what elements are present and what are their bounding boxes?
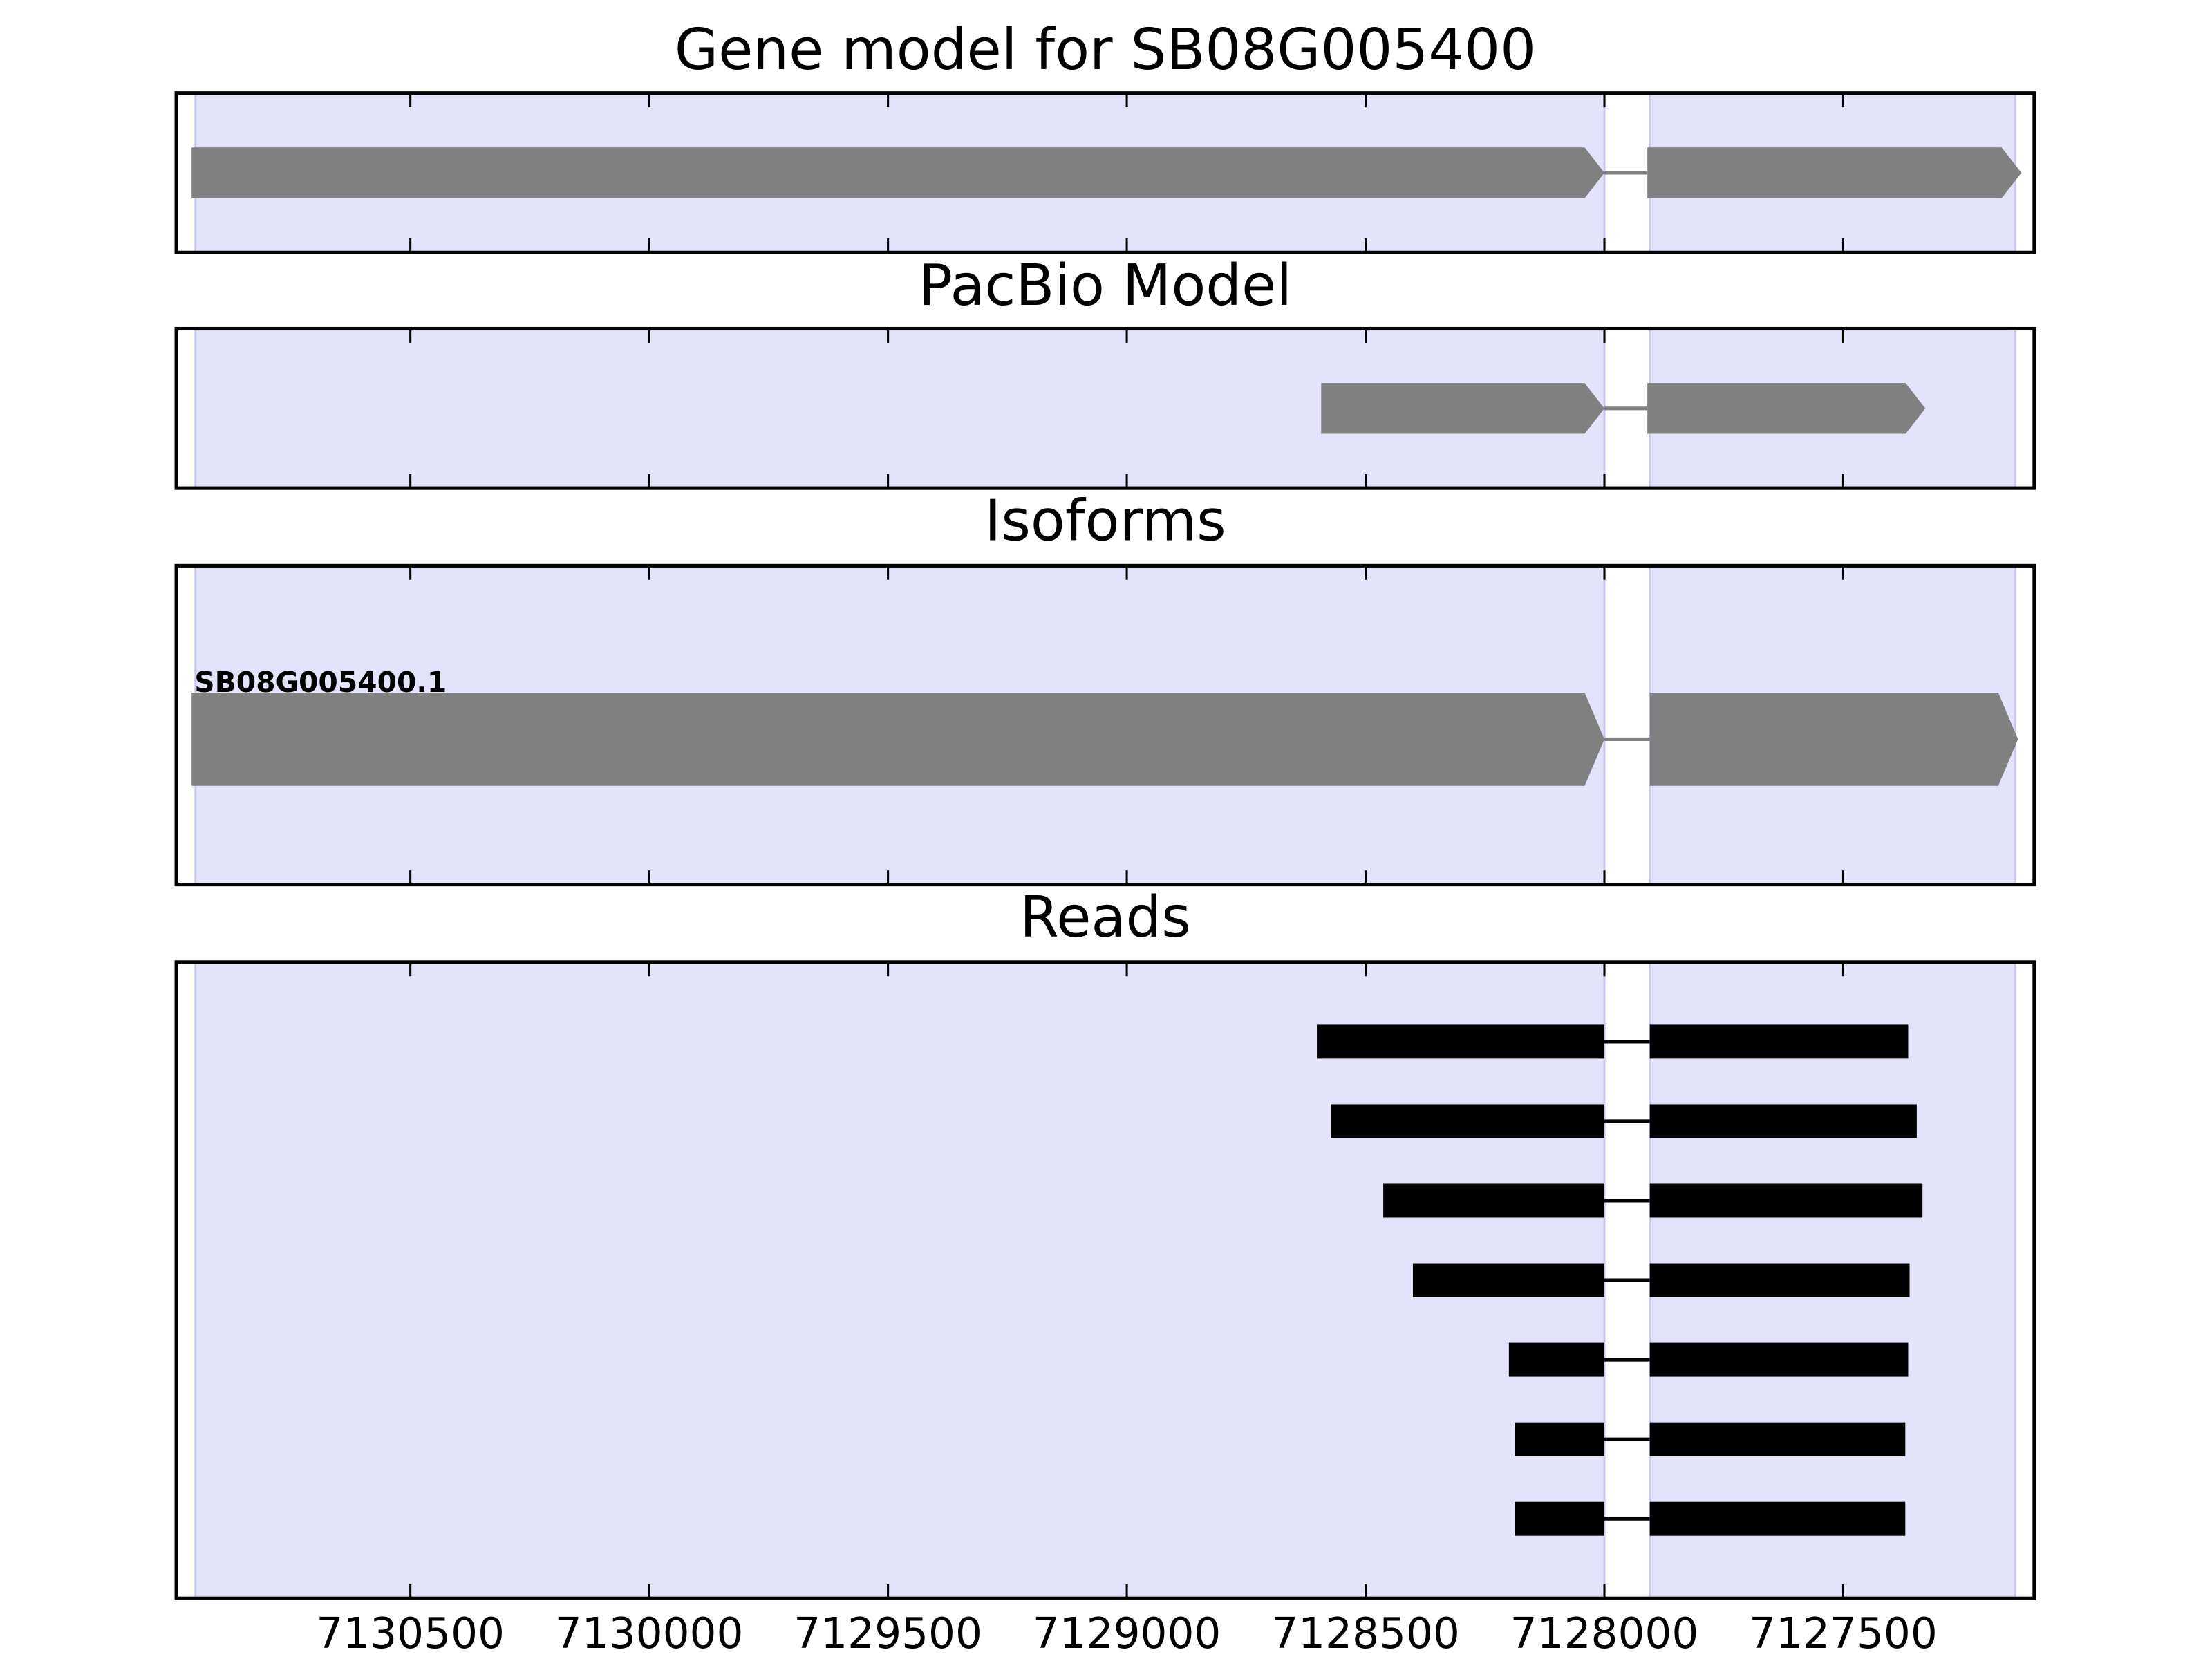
exon [1515, 1422, 1605, 1456]
shaded-region [194, 961, 1606, 1600]
exon [1649, 1422, 1906, 1456]
panel-title: PacBio Model [919, 253, 1292, 319]
x-tick-label: 7129500 [794, 1609, 982, 1658]
exon [1649, 1183, 1923, 1218]
x-tick-label: 7128000 [1510, 1609, 1699, 1658]
panel-frame [174, 563, 2036, 887]
exon [1331, 1104, 1605, 1138]
exon [1647, 383, 1926, 434]
x-tick-label: 7128500 [1271, 1609, 1460, 1658]
exon [1647, 147, 2022, 198]
exon [1649, 1024, 1909, 1059]
x-tick-label: 7127500 [1749, 1609, 1938, 1658]
x-tick-label: 7129000 [1033, 1609, 1221, 1658]
exon [1321, 383, 1605, 434]
exon [1515, 1501, 1605, 1536]
exon [191, 693, 1605, 786]
exon [1649, 1263, 1910, 1297]
panel-frame [174, 326, 2036, 490]
exon [1649, 693, 2018, 786]
x-tick-label: 7130500 [316, 1609, 505, 1658]
exon [1412, 1263, 1605, 1297]
exon [1649, 1501, 1906, 1536]
panel-title: Isoforms [984, 489, 1226, 554]
exon [1649, 1342, 1909, 1377]
panel-title: Reads [1020, 885, 1191, 950]
exon [1508, 1342, 1605, 1377]
x-tick-label: 7130000 [555, 1609, 744, 1658]
isoform-label: SB08G005400.1 [194, 666, 447, 699]
exon [1317, 1024, 1605, 1059]
panel-frame [174, 91, 2036, 254]
panel-frame [174, 960, 2036, 1600]
exon [1649, 1104, 1917, 1138]
exon [1383, 1183, 1605, 1218]
panel-title: Gene model for SB08G005400 [675, 17, 1536, 83]
exon [191, 147, 1605, 198]
